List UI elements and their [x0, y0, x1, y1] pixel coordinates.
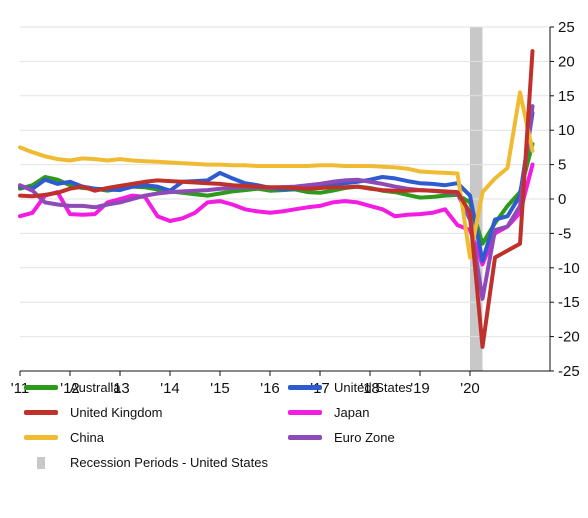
series-line-japan — [18, 162, 535, 267]
x-tick-label: '12 — [60, 380, 80, 397]
y-tick-label: -10 — [558, 260, 580, 277]
y-tick-label: 5 — [558, 157, 566, 174]
x-tick-label: '16 — [260, 380, 280, 397]
x-tick-label: '18 — [360, 380, 380, 397]
series-line-euro-zone — [18, 104, 535, 301]
series-line-china — [18, 90, 535, 260]
y-tick-label: -5 — [558, 225, 571, 242]
y-tick-label: 25 — [558, 19, 575, 36]
y-tick-label: 0 — [558, 191, 566, 208]
y-tick-label: 10 — [558, 122, 575, 139]
y-tick-label: -20 — [558, 329, 580, 346]
y-tick-label: -15 — [558, 294, 580, 311]
x-tick-label: '17 — [310, 380, 330, 397]
x-tick-label: '15 — [210, 380, 230, 397]
series-line-united-kingdom — [18, 49, 535, 349]
x-tick-label: '11 — [11, 380, 29, 397]
y-tick-label: -25 — [558, 363, 580, 380]
x-tick-label: '13 — [110, 380, 130, 397]
x-tick-label: '19 — [410, 380, 430, 397]
x-tick-label: '14 — [160, 380, 180, 397]
y-tick-label: 20 — [558, 53, 575, 70]
y-tick-label: 15 — [558, 88, 575, 105]
x-tick-label: '20 — [460, 380, 480, 397]
